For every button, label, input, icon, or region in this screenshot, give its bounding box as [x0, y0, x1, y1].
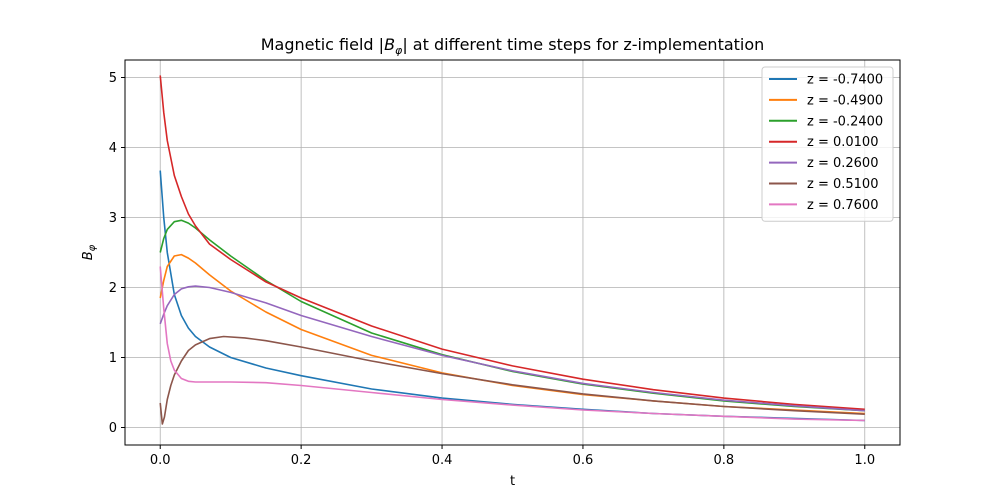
chart-title: Magnetic field |Bφ| at different time st… [261, 35, 765, 57]
x-tick-label: 0.0 [150, 453, 171, 468]
legend: z = -0.7400 z = -0.4900 z = -0.2400 z = 0.0… [761, 66, 894, 222]
y-tick-label: 1 [109, 351, 117, 366]
x-tick-label: 0.2 [291, 453, 312, 468]
x-axis-label: t [510, 474, 515, 489]
legend-label: z = 0.5100 [807, 177, 878, 192]
legend-label: z = 0.2600 [807, 156, 878, 171]
legend-label: z = -0.4900 [807, 93, 883, 108]
title-subscript: φ [395, 44, 403, 57]
legend-label: z = -0.7400 [807, 73, 883, 88]
series-line-3 [159, 75, 865, 411]
legend-label: z = 0.7600 [807, 198, 878, 213]
series-line-5 [159, 335, 865, 425]
legend-label: z = 0.0100 [807, 135, 878, 150]
title-symbol: B [384, 35, 395, 54]
x-tick-label: 0.6 [573, 453, 594, 468]
y-axis: 0 1 2 3 4 5 [109, 71, 125, 436]
title-suffix: | at different time steps for z-implemen… [402, 35, 764, 54]
y-axis-symbol: B [81, 251, 96, 260]
legend-label: z = -0.2400 [807, 114, 883, 129]
y-tick-label: 4 [109, 141, 117, 156]
y-tick-label: 5 [109, 71, 117, 86]
x-axis: 0.0 0.2 0.4 0.6 0.8 1.0 [150, 445, 875, 468]
y-tick-label: 2 [109, 281, 117, 296]
x-tick-label: 1.0 [854, 453, 875, 468]
title-prefix: Magnetic field | [261, 35, 384, 54]
x-tick-label: 0.8 [714, 453, 735, 468]
series-group [159, 75, 865, 425]
series-line-1 [159, 253, 865, 415]
x-tick-label: 0.4 [432, 453, 453, 468]
series-line-6 [159, 266, 865, 422]
y-axis-subscript: φ [87, 244, 98, 251]
plot-frame [124, 59, 901, 446]
y-axis-label: Bφ [81, 244, 98, 260]
y-tick-label: 3 [109, 211, 117, 226]
y-tick-label: 0 [109, 421, 117, 436]
series-line-4 [159, 285, 865, 412]
